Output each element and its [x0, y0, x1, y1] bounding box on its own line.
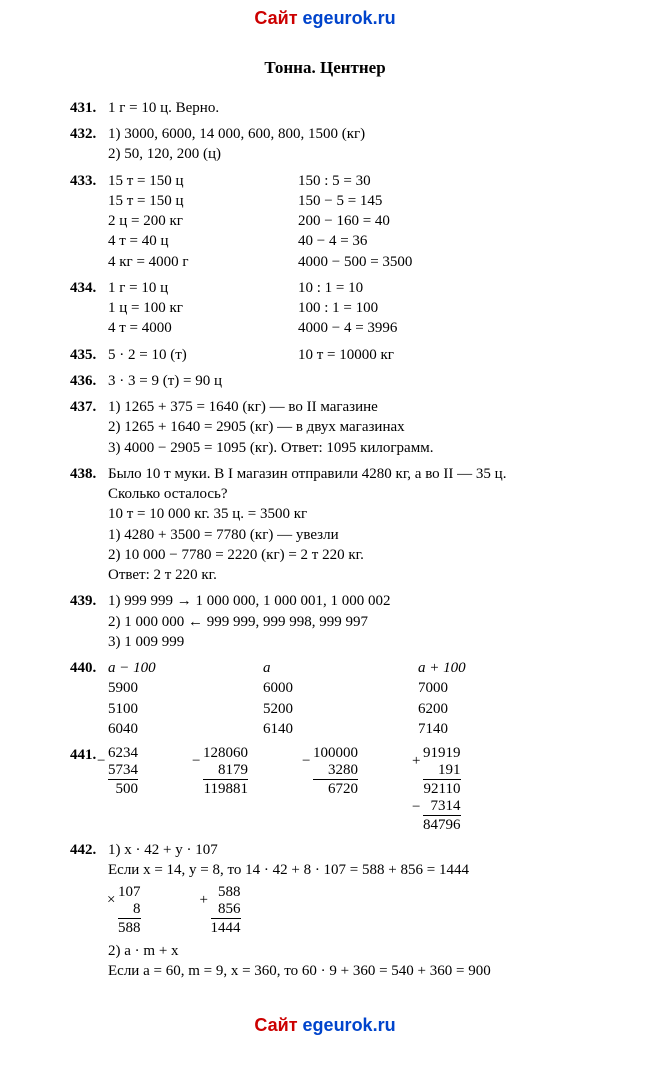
watermark-site: egeurok.ru: [303, 8, 396, 28]
watermark-top: Сайт egeurok.ru: [0, 0, 650, 37]
problem-body: 1 г = 10 ц. Верно.: [108, 98, 580, 118]
watermark-bottom: Сайт egeurok.ru: [0, 1007, 650, 1044]
problem-number: 439.: [70, 591, 108, 652]
problem-body: 1 г = 10 ц 1 ц = 100 кг 4 т = 4000 10 : …: [108, 278, 580, 339]
problem-433: 433. 15 т = 150 ц 15 т = 150 ц 2 ц = 200…: [70, 171, 580, 272]
problem-437: 437. 1) 1265 + 375 = 1640 (кг) — во II м…: [70, 397, 580, 458]
problem-number: 442.: [70, 840, 108, 982]
problem-436: 436. 3 · 3 = 9 (т) = 90 ц: [70, 371, 580, 391]
problem-439: 439. 1) 999 999 → 1 000 000, 1 000 001, …: [70, 591, 580, 652]
problem-body: 1) x · 42 + y · 107 Если x = 14, y = 8, …: [108, 840, 580, 982]
problem-number: 437.: [70, 397, 108, 458]
problem-431: 431. 1 г = 10 ц. Верно.: [70, 98, 580, 118]
problem-body: 1) 1265 + 375 = 1640 (кг) — во II магази…: [108, 397, 580, 458]
problem-440: 440. a − 100 5900 5100 6040 a 6000 5200 …: [70, 658, 580, 739]
vertical-calc: − 128060 8179 119881: [203, 745, 248, 834]
vertical-calc: + 91919 191 − 92110 7314 84796: [423, 745, 461, 834]
vertical-calc: + 588 856 1444: [211, 884, 241, 937]
problem-number: 438.: [70, 464, 108, 586]
problem-body: 15 т = 150 ц 15 т = 150 ц 2 ц = 200 кг 4…: [108, 171, 580, 272]
problem-body: Было 10 т муки. В I магазин отправили 42…: [108, 464, 580, 586]
vertical-calc: − 6234 5734 500: [108, 745, 138, 834]
problem-body: a − 100 5900 5100 6040 a 6000 5200 6140 …: [108, 658, 580, 739]
watermark-label: Сайт: [254, 1015, 297, 1035]
vertical-calc: × 107 8 588: [118, 884, 141, 937]
problem-number: 436.: [70, 371, 108, 391]
problem-442: 442. 1) x · 42 + y · 107 Если x = 14, y …: [70, 840, 580, 982]
problem-438: 438. Было 10 т муки. В I магазин отправи…: [70, 464, 580, 586]
problem-body: 3 · 3 = 9 (т) = 90 ц: [108, 371, 580, 391]
problem-435: 435. 5 · 2 = 10 (т) 10 т = 10000 кг: [70, 345, 580, 365]
problem-number: 435.: [70, 345, 108, 365]
problem-number: 433.: [70, 171, 108, 272]
watermark-label: Сайт: [254, 8, 297, 28]
problem-body: 1) 999 999 → 1 000 000, 1 000 001, 1 000…: [108, 591, 580, 652]
problem-number: 440.: [70, 658, 108, 739]
page-content: Тонна. Центнер 431. 1 г = 10 ц. Верно. 4…: [0, 37, 650, 1007]
section-title: Тонна. Центнер: [70, 57, 580, 80]
problem-number: 431.: [70, 98, 108, 118]
problem-number: 434.: [70, 278, 108, 339]
problem-body: 1) 3000, 6000, 14 000, 600, 800, 1500 (к…: [108, 124, 580, 165]
problem-number: 432.: [70, 124, 108, 165]
watermark-site: egeurok.ru: [303, 1015, 396, 1035]
problem-432: 432. 1) 3000, 6000, 14 000, 600, 800, 15…: [70, 124, 580, 165]
problem-441: 441. − 6234 5734 500 − 128060 8179 11988…: [70, 745, 580, 834]
vertical-calc: − 100000 3280 6720: [313, 745, 358, 834]
problem-body: − 6234 5734 500 − 128060 8179 119881 − 1…: [108, 745, 580, 834]
problem-434: 434. 1 г = 10 ц 1 ц = 100 кг 4 т = 4000 …: [70, 278, 580, 339]
problem-body: 5 · 2 = 10 (т) 10 т = 10000 кг: [108, 345, 580, 365]
